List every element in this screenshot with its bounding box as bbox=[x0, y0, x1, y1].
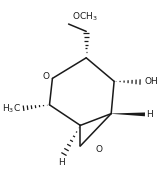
Text: OH: OH bbox=[144, 77, 158, 86]
Text: H: H bbox=[146, 110, 152, 119]
Text: O: O bbox=[95, 145, 102, 154]
Polygon shape bbox=[111, 113, 145, 116]
Text: H$_3$C: H$_3$C bbox=[2, 102, 21, 115]
Text: O: O bbox=[42, 72, 49, 81]
Text: H: H bbox=[58, 158, 65, 167]
Text: OCH$_3$: OCH$_3$ bbox=[72, 11, 98, 23]
